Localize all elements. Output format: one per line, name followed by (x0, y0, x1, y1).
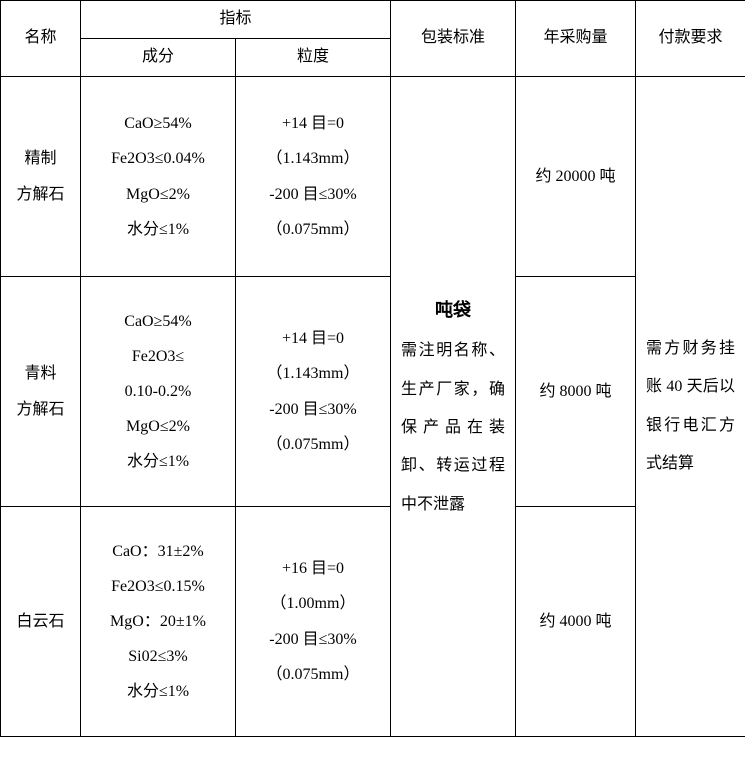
pkg-strong: 吨袋 (401, 289, 505, 332)
hdr-size: 粒度 (236, 39, 391, 77)
row2-name: 白云石 (1, 507, 81, 737)
hdr-index: 指标 (81, 1, 391, 39)
row1-name: 青料 方解石 (1, 277, 81, 507)
row0-comp: CaO≥54% Fe2O3≤0.04% MgO≤2% 水分≤1% (81, 77, 236, 277)
row1-qty: 约 8000 吨 (516, 277, 636, 507)
row0-name: 精制 方解石 (1, 77, 81, 277)
row1-size: +14 目=0 （1.143mm） -200 目≤30% （0.075mm） (236, 277, 391, 507)
row0-size: +14 目=0 （1.143mm） -200 目≤30% （0.075mm） (236, 77, 391, 277)
row2-qty: 约 4000 吨 (516, 507, 636, 737)
hdr-pay: 付款要求 (636, 1, 745, 77)
row0-qty: 约 20000 吨 (516, 77, 636, 277)
row2-size: +16 目=0 （1.00mm） -200 目≤30% （0.075mm） (236, 507, 391, 737)
pay-cell: 需方财务挂账 40 天后以银行电汇方式结算 (636, 77, 745, 737)
hdr-qty: 年采购量 (516, 1, 636, 77)
hdr-comp: 成分 (81, 39, 236, 77)
row1-comp: CaO≥54% Fe2O3≤ 0.10-0.2% MgO≤2% 水分≤1% (81, 277, 236, 507)
pkg-cell: 吨袋 需注明名称、生产厂家，确保产品在装卸、转运过程中不泄露 (391, 77, 516, 737)
pkg-body: 需注明名称、生产厂家，确保产品在装卸、转运过程中不泄露 (401, 332, 505, 524)
spec-table: 名称 指标 包装标准 年采购量 付款要求 成分 粒度 精制 方解石 CaO≥54… (0, 0, 745, 737)
hdr-pkg: 包装标准 (391, 1, 516, 77)
hdr-name: 名称 (1, 1, 81, 77)
row2-comp: CaO：31±2% Fe2O3≤0.15% MgO：20±1% Si02≤3% … (81, 507, 236, 737)
